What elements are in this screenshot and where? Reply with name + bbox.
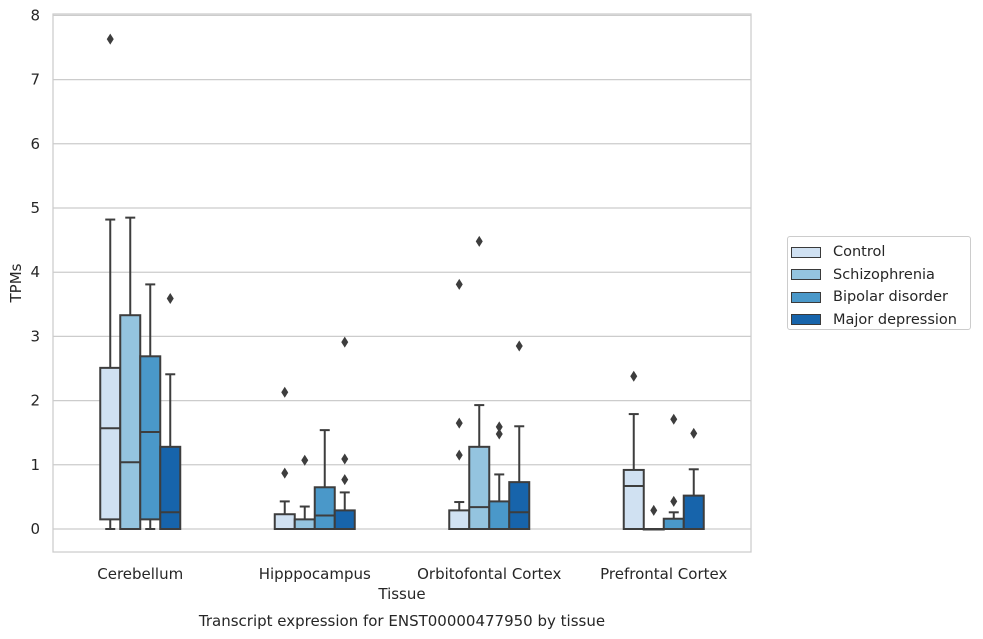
iqr-box — [448, 509, 471, 530]
iqr-box — [682, 494, 705, 530]
iqr-box — [622, 468, 645, 531]
y-tick-label: 7 — [30, 71, 40, 89]
box-bipolar-disorder — [662, 413, 685, 531]
legend-swatch — [791, 246, 821, 258]
y-tick-label: 6 — [30, 135, 40, 153]
box-groups — [99, 33, 705, 531]
box-control — [622, 370, 645, 531]
outlier-point — [341, 336, 349, 348]
iqr-box — [139, 355, 162, 521]
box-schizophrenia — [468, 235, 491, 531]
legend-item: Control — [791, 241, 970, 264]
iqr-box — [333, 509, 356, 530]
outlier-point — [475, 235, 483, 247]
outlier-point — [281, 386, 289, 398]
outlier-point — [495, 421, 503, 433]
box-major-depression — [333, 336, 356, 530]
legend-item: Bipolar disorder — [791, 286, 970, 309]
iqr-box — [488, 500, 511, 531]
box-major-depression — [682, 427, 705, 530]
outlier-point — [495, 428, 503, 440]
y-tick-label: 3 — [30, 327, 40, 345]
outlier-point — [670, 495, 678, 507]
iqr-box — [273, 513, 296, 531]
outlier-point — [455, 417, 463, 429]
outlier-point — [455, 278, 463, 290]
x-tick-label: Orbitofontal Cortex — [417, 565, 561, 583]
y-tick-label: 2 — [30, 392, 40, 410]
box-major-depression — [159, 293, 182, 531]
box-control — [99, 33, 122, 530]
y-tick-label: 0 — [30, 520, 40, 538]
iqr-box — [313, 486, 336, 530]
iqr-box — [159, 445, 182, 531]
box-bipolar-disorder — [139, 283, 162, 530]
legend: Control Schizophrenia Bipolar disorder Majo… — [787, 236, 971, 330]
outlier-point — [301, 454, 309, 466]
outlier-point — [670, 413, 678, 425]
outlier-point — [106, 33, 114, 45]
y-tick-label: 8 — [30, 6, 40, 24]
outlier-point — [630, 370, 638, 382]
legend-label: Schizophrenia — [833, 266, 935, 283]
legend-label: Bipolar disorder — [833, 289, 948, 306]
outlier-point — [166, 293, 174, 305]
y-tick-labels: 0 1 2 3 4 5 6 7 8 — [30, 6, 40, 538]
outlier-point — [690, 427, 698, 439]
outlier-point — [515, 340, 523, 352]
outlier-point — [455, 449, 463, 461]
chart-title: Transcript expression for ENST0000047795… — [198, 612, 605, 630]
legend-item: Major depression — [791, 309, 970, 332]
outlier-point — [650, 504, 658, 516]
iqr-box — [662, 517, 685, 531]
y-tick-label: 4 — [30, 263, 40, 281]
legend-label: Major depression — [833, 311, 957, 328]
legend-swatch — [791, 314, 821, 326]
iqr-box — [293, 518, 316, 530]
outlier-point — [341, 453, 349, 465]
box-schizophrenia — [119, 216, 142, 530]
iqr-box — [99, 366, 122, 521]
x-tick-labels: Cerebellum Hipppocampus Orbitofontal Corte… — [97, 565, 727, 583]
x-tick-label: Prefrontal Cortex — [600, 565, 727, 583]
legend-label: Control — [833, 244, 886, 261]
iqr-box — [119, 314, 142, 530]
iqr-box — [468, 445, 491, 531]
iqr-box — [508, 481, 531, 531]
legend-swatch — [791, 269, 821, 281]
legend-swatch — [791, 291, 821, 303]
box-major-depression — [508, 340, 531, 531]
legend-item: Schizophrenia — [791, 264, 970, 287]
box-control — [448, 278, 471, 530]
box-bipolar-disorder — [313, 429, 336, 530]
box-control — [273, 386, 296, 531]
x-axis-label: Tissue — [377, 585, 425, 603]
x-tick-label: Cerebellum — [97, 565, 183, 583]
outlier-point — [341, 474, 349, 486]
y-axis-label: TPMs — [7, 263, 25, 303]
outlier-point — [281, 467, 289, 479]
x-tick-label: Hipppocampus — [259, 565, 371, 583]
y-tick-label: 1 — [30, 456, 40, 474]
y-tick-label: 5 — [30, 199, 40, 217]
